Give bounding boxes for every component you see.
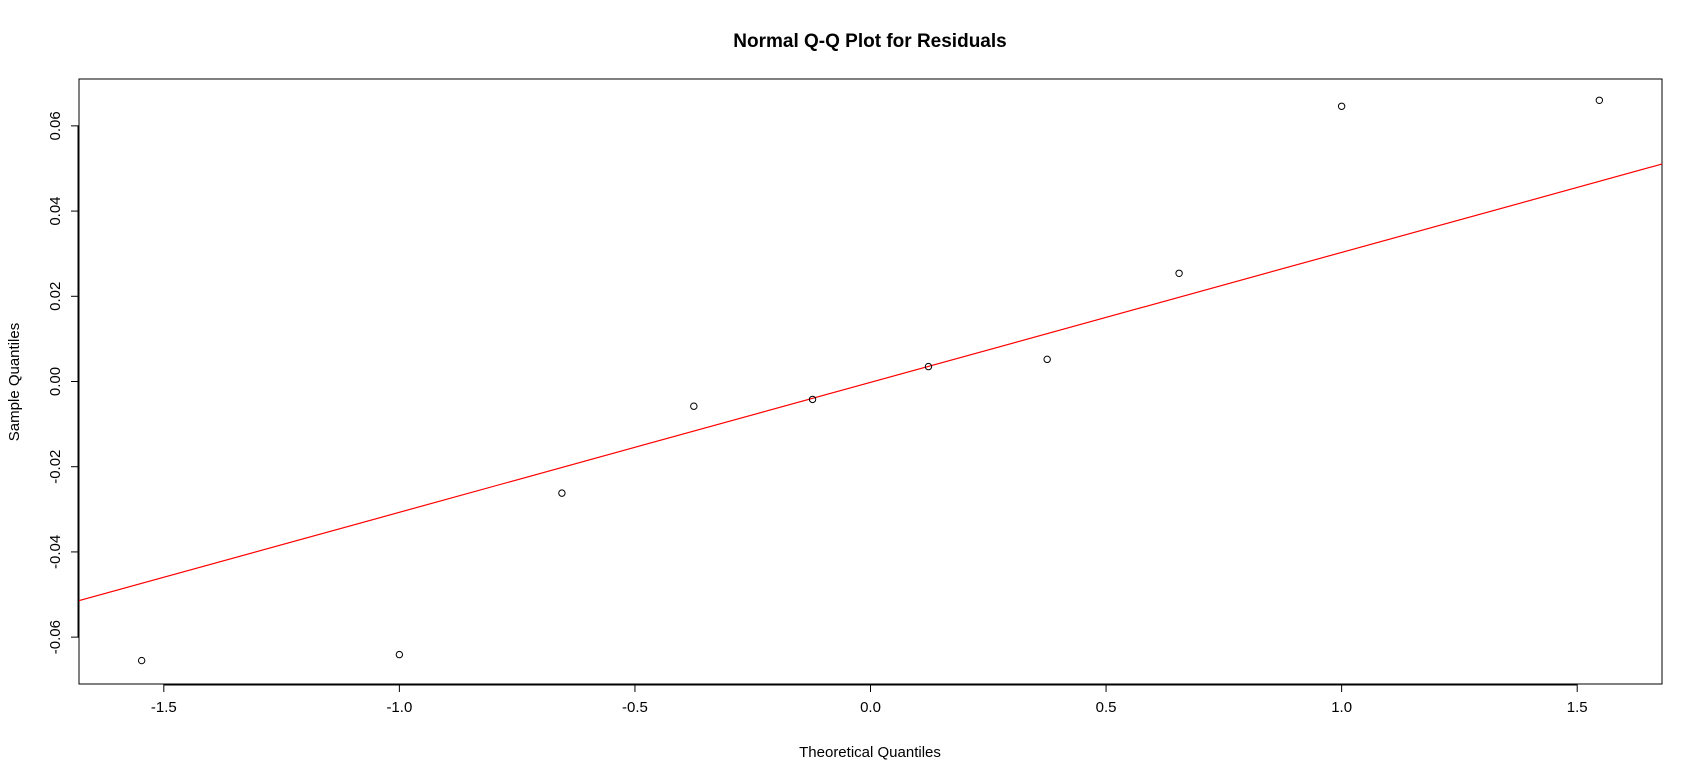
data-point bbox=[558, 489, 566, 497]
data-point bbox=[137, 656, 146, 665]
x-tick-label: -0.5 bbox=[622, 699, 648, 716]
y-tick-label: 0.00 bbox=[47, 367, 64, 396]
x-tick-label: 0.0 bbox=[860, 699, 881, 716]
y-tick-label: 0.02 bbox=[47, 282, 64, 311]
data-point bbox=[924, 362, 933, 371]
data-point bbox=[1043, 355, 1051, 364]
reference-line bbox=[79, 163, 1662, 602]
y-tick-label: 0.06 bbox=[47, 111, 64, 140]
y-tick-label: -0.04 bbox=[47, 535, 64, 569]
y-axis-label: Sample Quantiles bbox=[6, 323, 23, 441]
x-tick-label: 1.5 bbox=[1567, 699, 1588, 716]
y-tick-label: 0.04 bbox=[47, 196, 64, 225]
data-point bbox=[690, 402, 698, 410]
data-point bbox=[1175, 269, 1183, 277]
x-tick-label: 0.5 bbox=[1096, 699, 1117, 716]
reference-line-group bbox=[79, 163, 1662, 602]
x-axis-label: Theoretical Quantiles bbox=[799, 744, 941, 761]
data-point bbox=[1337, 102, 1346, 110]
y-axis: -0.06 -0.04 -0.02 0.00 0.02 0.04 0.06 bbox=[47, 111, 79, 654]
x-tick-label: 1.0 bbox=[1331, 699, 1352, 716]
data-point bbox=[808, 395, 817, 404]
x-tick-label: -1.0 bbox=[386, 699, 412, 716]
plot-frame bbox=[78, 78, 1663, 685]
chart-title: Normal Q-Q Plot for Residuals bbox=[733, 31, 1006, 52]
x-tick-label: -1.5 bbox=[151, 699, 177, 716]
data-point bbox=[395, 650, 404, 659]
y-tick-label: -0.06 bbox=[47, 620, 64, 654]
points-group bbox=[137, 96, 1604, 665]
x-axis: -1.5 -1.0 -0.5 0.0 0.5 1.0 1.5 bbox=[151, 684, 1588, 716]
y-tick-label: -0.02 bbox=[47, 450, 64, 484]
data-point bbox=[1595, 96, 1604, 105]
